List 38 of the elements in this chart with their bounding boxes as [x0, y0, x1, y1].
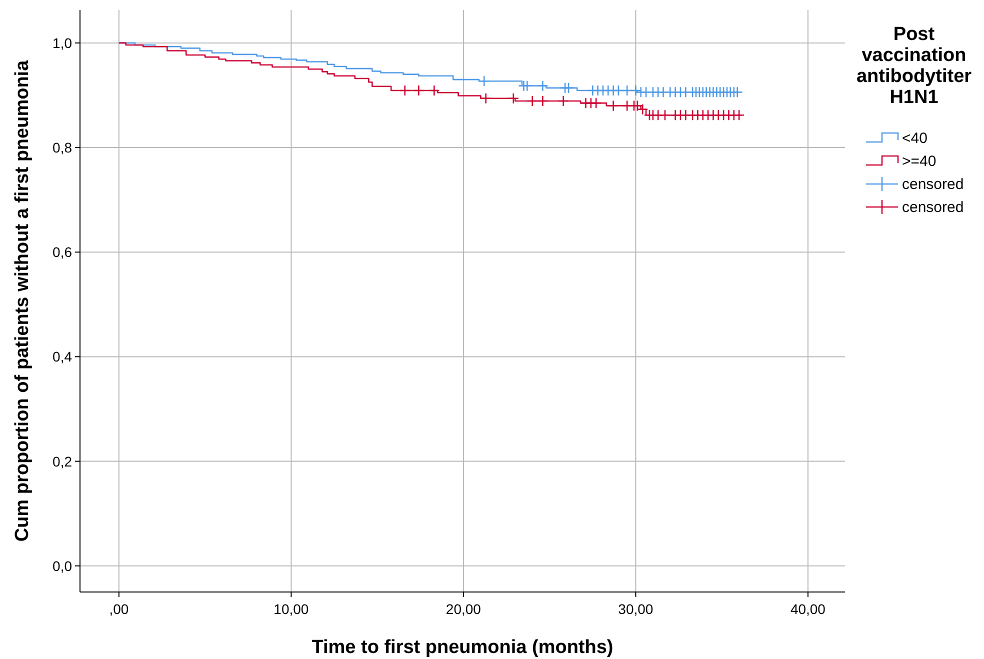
- point: [413, 84, 424, 96]
- point: [480, 92, 492, 104]
- y-axis-title: Cum proportion of patients without a first pneumonia: [12, 60, 33, 542]
- legend-label: censored: [902, 176, 964, 193]
- x-tick-label: 40,00: [790, 601, 826, 617]
- point: [428, 84, 440, 96]
- y-tick-label: 0,8: [52, 140, 72, 156]
- point: [732, 86, 743, 98]
- point: [537, 95, 548, 107]
- x-tick-label: ,00: [109, 601, 129, 617]
- y-tick-label: 0,4: [52, 348, 72, 365]
- point: [526, 95, 538, 107]
- legend-title: Post vaccination antibodytiter H1N1: [856, 24, 972, 108]
- point: [612, 84, 624, 96]
- x-tick-label: 30,00: [618, 601, 654, 617]
- y-tick-label: 0,0: [52, 558, 72, 574]
- legend-label: censored: [902, 199, 964, 216]
- point: [608, 100, 619, 112]
- point: [630, 84, 642, 96]
- x-tick-label: 20,00: [446, 601, 482, 617]
- point: [522, 80, 533, 92]
- legend-label: >=40: [902, 153, 936, 170]
- point: [659, 109, 671, 121]
- point: [590, 97, 602, 109]
- x-tick-label: 10,00: [274, 601, 309, 617]
- point: [399, 84, 411, 96]
- legend-label: <40: [902, 130, 928, 147]
- point: [621, 84, 633, 96]
- point: [508, 92, 520, 104]
- point: [562, 82, 574, 94]
- point: [478, 75, 490, 87]
- y-tick-label: 1,0: [52, 34, 72, 51]
- x-axis-title: Time to first pneumonia (months): [312, 637, 614, 658]
- point: [537, 80, 548, 92]
- y-tick-label: 0,2: [52, 453, 72, 470]
- y-tick-label: 0,6: [52, 244, 72, 260]
- point: [733, 109, 745, 121]
- point: [558, 95, 570, 107]
